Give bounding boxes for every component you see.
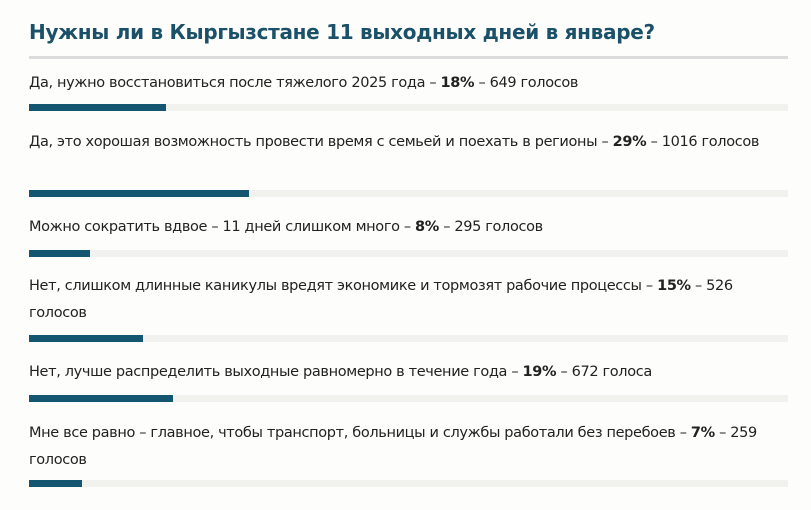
separator: – (641, 278, 658, 294)
poll-option-text: Нет, лучше распределить выходные равноме… (29, 359, 788, 386)
option-votes: 295 голосов (454, 219, 543, 235)
option-label: Да, нужно восстановиться после тяжелого … (29, 75, 426, 91)
option-votes: 649 голосов (489, 75, 579, 91)
separator: – (556, 364, 572, 380)
result-bar-fill (29, 250, 90, 257)
separator: – (474, 75, 490, 91)
result-bar-fill (29, 104, 166, 111)
poll-option-text: Да, нужно восстановиться после тяжелого … (29, 70, 788, 97)
option-votes: 1016 голосов (661, 134, 760, 150)
option-label: Нет, слишком длинные каникулы вредят эко… (29, 278, 642, 294)
option-label: Нет, лучше распределить выходные равноме… (29, 364, 508, 380)
option-label: Мне все равно – главное, чтобы транспорт… (29, 425, 676, 441)
poll-option: Мне все равно – главное, чтобы транспорт… (29, 420, 788, 487)
result-bar-track (29, 480, 788, 487)
separator: – (399, 219, 416, 235)
option-votes: 526 голосов (29, 278, 733, 321)
separator: – (438, 219, 455, 235)
result-bar-track (29, 395, 788, 402)
result-bar-fill (29, 480, 83, 487)
poll-option-text: Мне все равно – главное, чтобы транспорт… (29, 420, 788, 474)
result-bar-track (29, 250, 788, 257)
poll-option-text: Нет, слишком длинные каникулы вредят эко… (29, 273, 788, 327)
result-bar-fill (29, 190, 250, 197)
separator: – (425, 75, 441, 91)
result-bar-track (29, 335, 788, 342)
option-percent: 8% (415, 219, 439, 235)
result-bar-fill (29, 395, 174, 402)
separator: – (675, 425, 691, 441)
separator: – (597, 134, 613, 150)
result-bar-track (29, 104, 788, 111)
poll-option: Да, это хорошая возможность провести вре… (29, 129, 788, 197)
option-votes: 672 голоса (571, 364, 653, 380)
option-percent: 7% (690, 425, 715, 441)
poll-option: Да, нужно восстановиться после тяжелого … (29, 70, 788, 111)
separator: – (507, 364, 523, 380)
option-votes: 259 голосов (29, 425, 757, 468)
option-percent: 19% (522, 364, 557, 380)
option-percent: 15% (657, 278, 691, 294)
poll-option-text: Можно сократить вдвое – 11 дней слишком … (29, 214, 788, 241)
option-label: Да, это хорошая возможность провести вре… (29, 134, 598, 150)
result-bar-fill (29, 335, 143, 342)
separator: – (690, 278, 707, 294)
poll-option: Нет, лучше распределить выходные равноме… (29, 359, 788, 402)
result-bar-track (29, 190, 788, 197)
separator: – (646, 134, 662, 150)
poll-option-text: Да, это хорошая возможность провести вре… (29, 129, 788, 156)
poll-option: Нет, слишком длинные каникулы вредят эко… (29, 273, 788, 342)
option-percent: 29% (612, 134, 647, 150)
poll-option: Можно сократить вдвое – 11 дней слишком … (29, 214, 788, 257)
option-label: Можно сократить вдвое – 11 дней слишком … (29, 219, 400, 235)
separator: – (714, 425, 731, 441)
poll-title: Нужны ли в Кыргызстане 11 выходных дней … (29, 20, 655, 44)
title-divider (29, 56, 788, 59)
option-percent: 18% (440, 75, 475, 91)
